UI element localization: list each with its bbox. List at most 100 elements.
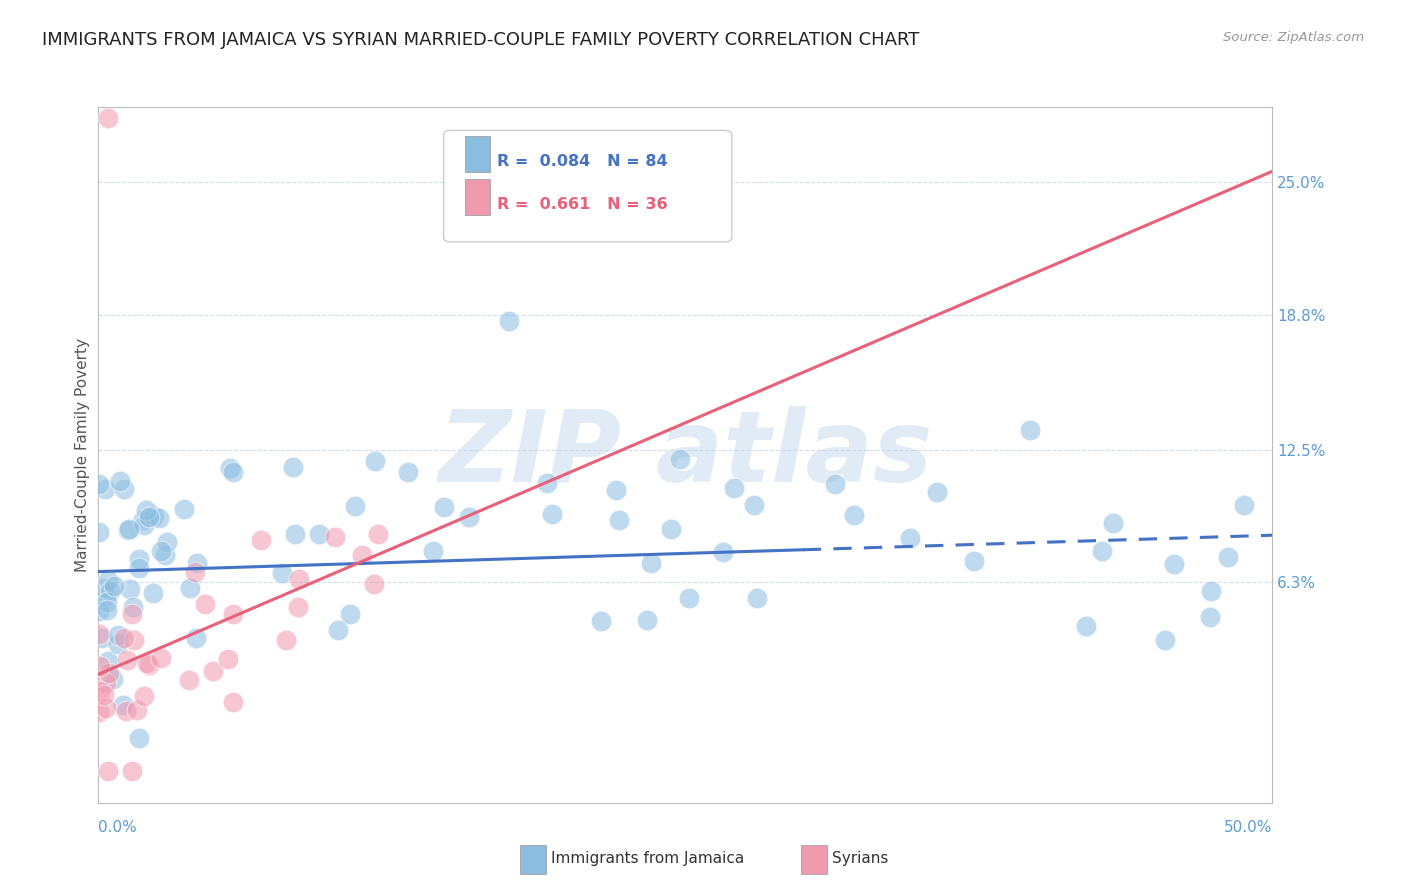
Point	[96, 595, 118, 609]
Point	[93, 581, 115, 595]
Point	[1074, 618, 1097, 632]
Point	[107, 637, 129, 651]
Point	[132, 514, 155, 528]
Point	[218, 460, 240, 475]
Point	[344, 499, 367, 513]
Point	[87, 705, 110, 719]
Point	[271, 566, 294, 581]
Point	[87, 524, 110, 539]
Text: 50.0%: 50.0%	[1225, 820, 1272, 835]
Text: 0.0%: 0.0%	[98, 820, 138, 835]
Point	[669, 452, 692, 467]
Point	[640, 556, 662, 570]
Point	[284, 526, 307, 541]
Text: R =  0.661   N = 36: R = 0.661 N = 36	[498, 197, 668, 212]
Point	[1091, 543, 1114, 558]
Point	[222, 695, 245, 709]
Point	[134, 517, 156, 532]
Point	[184, 565, 207, 579]
Y-axis label: Married-Couple Family Poverty: Married-Couple Family Poverty	[75, 338, 90, 572]
Point	[97, 111, 120, 125]
Point	[150, 543, 173, 558]
Text: Immigrants from Jamaica: Immigrants from Jamaica	[551, 852, 744, 866]
Point	[103, 579, 125, 593]
Point	[155, 548, 177, 562]
Point	[350, 548, 373, 562]
Point	[287, 600, 309, 615]
Point	[87, 477, 110, 491]
Point	[458, 510, 481, 524]
Point	[97, 654, 120, 668]
Point	[143, 509, 166, 524]
Text: R =  0.084   N = 84: R = 0.084 N = 84	[498, 154, 668, 169]
Point	[122, 632, 145, 647]
Point	[326, 623, 349, 637]
Point	[281, 459, 304, 474]
Point	[173, 501, 195, 516]
Point	[96, 603, 118, 617]
Text: Syrians: Syrians	[832, 852, 889, 866]
Point	[433, 500, 456, 514]
Point	[179, 673, 201, 687]
Point	[186, 556, 208, 570]
Point	[308, 527, 330, 541]
Text: IMMIGRANTS FROM JAMAICA VS SYRIAN MARRIED-COUPLE FAMILY POVERTY CORRELATION CHAR: IMMIGRANTS FROM JAMAICA VS SYRIAN MARRIE…	[42, 31, 920, 49]
Text: Source: ZipAtlas.com: Source: ZipAtlas.com	[1223, 31, 1364, 45]
Point	[963, 554, 986, 568]
Point	[94, 482, 117, 496]
Point	[1019, 423, 1042, 437]
Point	[148, 510, 170, 524]
Point	[398, 465, 420, 479]
Point	[194, 597, 217, 611]
Point	[97, 573, 120, 587]
Point	[128, 731, 150, 746]
Point	[636, 614, 658, 628]
Point	[142, 586, 165, 600]
Point	[363, 576, 385, 591]
Point	[128, 551, 150, 566]
Point	[1163, 557, 1185, 571]
Point	[87, 626, 110, 640]
Point	[122, 599, 145, 614]
Point	[186, 632, 208, 646]
Point	[1201, 583, 1223, 598]
Point	[156, 534, 179, 549]
Point	[125, 703, 148, 717]
Point	[422, 544, 444, 558]
Point	[367, 526, 389, 541]
Point	[138, 510, 160, 524]
Point	[118, 582, 141, 596]
Point	[89, 658, 111, 673]
Point	[605, 483, 627, 498]
Point	[221, 465, 243, 479]
Point	[114, 704, 136, 718]
Point	[179, 581, 201, 595]
Point	[149, 651, 172, 665]
Point	[824, 477, 846, 491]
Point	[115, 653, 138, 667]
Point	[135, 503, 157, 517]
Point	[898, 531, 921, 545]
Point	[90, 631, 112, 645]
Point	[536, 475, 558, 490]
Point	[1153, 632, 1175, 647]
Point	[110, 474, 132, 488]
Point	[117, 522, 139, 536]
Point	[117, 523, 139, 537]
Point	[1199, 610, 1222, 624]
Point	[288, 573, 311, 587]
Point	[201, 664, 224, 678]
Point	[842, 508, 865, 523]
Point	[107, 628, 129, 642]
Point	[607, 513, 630, 527]
Point	[541, 507, 564, 521]
Point	[659, 522, 682, 536]
Point	[93, 688, 115, 702]
Point	[96, 676, 118, 690]
Point	[591, 615, 613, 629]
Point	[745, 591, 768, 606]
Point	[276, 633, 298, 648]
Point	[89, 684, 111, 698]
Point	[132, 689, 155, 703]
Point	[742, 499, 765, 513]
